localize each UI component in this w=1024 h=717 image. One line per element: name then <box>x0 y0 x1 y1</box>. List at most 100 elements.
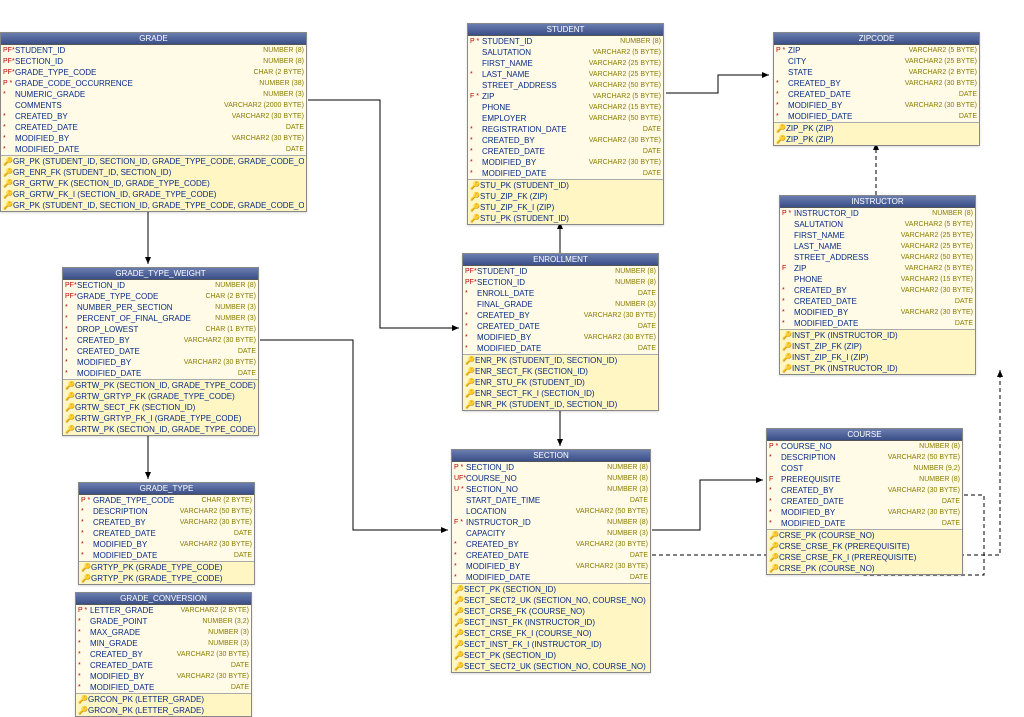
entity-zipcode: ZIPCODEP *ZIPVARCHAR2 (5 BYTE)CITYVARCHA… <box>773 32 980 146</box>
column-type: NUMBER (8) <box>263 56 304 67</box>
column-type: VARCHAR2 (30 BYTE) <box>589 157 661 168</box>
key-icon: 🔑 <box>65 402 75 413</box>
column-type: NUMBER (9,2) <box>913 463 960 474</box>
key-icon: 🔑 <box>782 341 792 352</box>
index-text: CRSE_CRSE_FK (PREREQUISITE) <box>779 541 910 552</box>
column-row: STATEVARCHAR2 (2 BYTE) <box>774 67 979 78</box>
column-name: CAPACITY <box>466 528 607 539</box>
column-row: *CREATED_DATEDATE <box>780 296 975 307</box>
column-row: *MODIFIED_BYVARCHAR2 (30 BYTE) <box>774 100 979 111</box>
pk-marker: * <box>65 346 77 357</box>
key-icon: 🔑 <box>3 178 13 189</box>
column-type: NUMBER (8) <box>615 266 656 277</box>
pk-marker <box>470 102 482 113</box>
index-text: ENR_PK (STUDENT_ID, SECTION_ID) <box>475 399 617 410</box>
column-type: NUMBER (3) <box>607 528 648 539</box>
pk-marker: * <box>65 335 77 346</box>
key-icon: 🔑 <box>454 661 464 672</box>
pk-marker: * <box>81 550 93 561</box>
column-type: CHAR (2 BYTE) <box>201 495 252 506</box>
pk-marker: * <box>470 69 482 80</box>
pk-marker <box>454 506 466 517</box>
index-row: 🔑CRSE_CRSE_FK (PREREQUISITE) <box>767 541 962 552</box>
column-name: CREATED_DATE <box>15 122 286 133</box>
column-name: MODIFIED_DATE <box>788 111 959 122</box>
column-type: NUMBER (8) <box>607 462 648 473</box>
pk-marker: UF* <box>454 473 466 484</box>
pk-marker: * <box>78 638 90 649</box>
column-type: DATE <box>238 346 256 357</box>
pk-marker <box>782 252 794 263</box>
column-row: EMPLOYERVARCHAR2 (50 BYTE) <box>468 113 663 124</box>
key-icon: 🔑 <box>776 123 786 134</box>
column-name: GRADE_CODE_OCCURRENCE <box>15 78 259 89</box>
column-type: VARCHAR2 (5 BYTE) <box>905 263 973 274</box>
pk-marker: * <box>776 100 788 111</box>
column-row: *MODIFIED_BYVARCHAR2 (30 BYTE) <box>1 133 306 144</box>
entity-enrollment: ENROLLMENTPF*STUDENT_IDNUMBER (8)PF*SECT… <box>462 253 659 411</box>
pk-marker: * <box>769 452 781 463</box>
column-type: VARCHAR2 (5 BYTE) <box>593 47 661 58</box>
column-name: LETTER_GRADE <box>90 605 181 616</box>
pk-marker: * <box>782 285 794 296</box>
column-name: MODIFIED_DATE <box>90 682 231 693</box>
column-type: DATE <box>942 496 960 507</box>
column-name: MODIFIED_BY <box>15 133 232 144</box>
pk-marker: * <box>470 157 482 168</box>
column-name: COURSE_NO <box>466 473 607 484</box>
key-icon: 🔑 <box>3 167 13 178</box>
index-row: 🔑CRSE_CRSE_FK_I (PREREQUISITE) <box>767 552 962 563</box>
index-text: ENR_SECT_FK_I (SECTION_ID) <box>475 388 595 399</box>
entity-title: SECTION <box>452 450 650 462</box>
column-row: *MODIFIED_DATEDATE <box>780 318 975 329</box>
column-name: NUMERIC_GRADE <box>15 89 263 100</box>
column-name: LAST_NAME <box>482 69 589 80</box>
column-row: *CREATED_BYVARCHAR2 (30 BYTE) <box>780 285 975 296</box>
pk-marker: * <box>78 649 90 660</box>
key-icon: 🔑 <box>81 573 91 584</box>
pk-marker: P * <box>782 208 794 219</box>
column-name: SECTION_NO <box>466 484 607 495</box>
pk-marker: * <box>78 682 90 693</box>
column-row: *CREATED_DATEDATE <box>79 528 254 539</box>
index-text: SECT_CRSE_FK_I (COURSE_NO) <box>464 628 592 639</box>
column-type: DATE <box>638 321 656 332</box>
column-type: VARCHAR2 (30 BYTE) <box>184 335 256 346</box>
column-row: P *SECTION_IDNUMBER (8) <box>452 462 650 473</box>
column-name: CREATED_BY <box>788 78 905 89</box>
pk-marker: PF* <box>3 67 15 78</box>
column-row: *MODIFIED_DATEDATE <box>1 144 306 155</box>
key-icon: 🔑 <box>782 352 792 363</box>
column-row: FIRST_NAMEVARCHAR2 (25 BYTE) <box>468 58 663 69</box>
pk-marker: * <box>465 310 477 321</box>
key-icon: 🔑 <box>78 705 88 716</box>
column-row: PF*SECTION_IDNUMBER (8) <box>1 56 306 67</box>
column-row: *MAX_GRADENUMBER (3) <box>76 627 251 638</box>
index-row: 🔑ZIP_PK (ZIP) <box>774 123 979 134</box>
pk-marker: P * <box>454 462 466 473</box>
column-type: VARCHAR2 (5 BYTE) <box>909 45 977 56</box>
index-text: GRCON_PK (LETTER_GRADE) <box>88 705 204 716</box>
column-type: DATE <box>231 660 249 671</box>
column-type: DATE <box>630 550 648 561</box>
pk-marker: * <box>3 144 15 155</box>
column-row: P *GRADE_TYPE_CODECHAR (2 BYTE) <box>79 495 254 506</box>
column-type: NUMBER (8) <box>607 517 648 528</box>
entity-grade: GRADEPF*STUDENT_IDNUMBER (8)PF*SECTION_I… <box>0 32 307 212</box>
pk-marker: * <box>454 550 466 561</box>
pk-marker: * <box>454 561 466 572</box>
column-type: NUMBER (3) <box>208 638 249 649</box>
index-row: 🔑GRTW_PK (SECTION_ID, GRADE_TYPE_CODE) <box>63 424 258 435</box>
key-icon: 🔑 <box>465 399 475 410</box>
column-row: STREET_ADDRESSVARCHAR2 (50 BYTE) <box>468 80 663 91</box>
pk-marker <box>3 100 15 111</box>
column-name: ZIP <box>482 91 593 102</box>
index-row: 🔑GRTW_GRTYP_FK (GRADE_TYPE_CODE) <box>63 391 258 402</box>
column-name: FIRST_NAME <box>794 230 901 241</box>
index-text: ZIP_PK (ZIP) <box>786 134 834 145</box>
key-icon: 🔑 <box>454 617 464 628</box>
index-text: INST_ZIP_FK_I (ZIP) <box>792 352 868 363</box>
index-row: 🔑GR_GRTW_FK (SECTION_ID, GRADE_TYPE_CODE… <box>1 178 306 189</box>
index-text: SECT_INST_FK_I (INSTRUCTOR_ID) <box>464 639 602 650</box>
pk-marker: * <box>81 506 93 517</box>
